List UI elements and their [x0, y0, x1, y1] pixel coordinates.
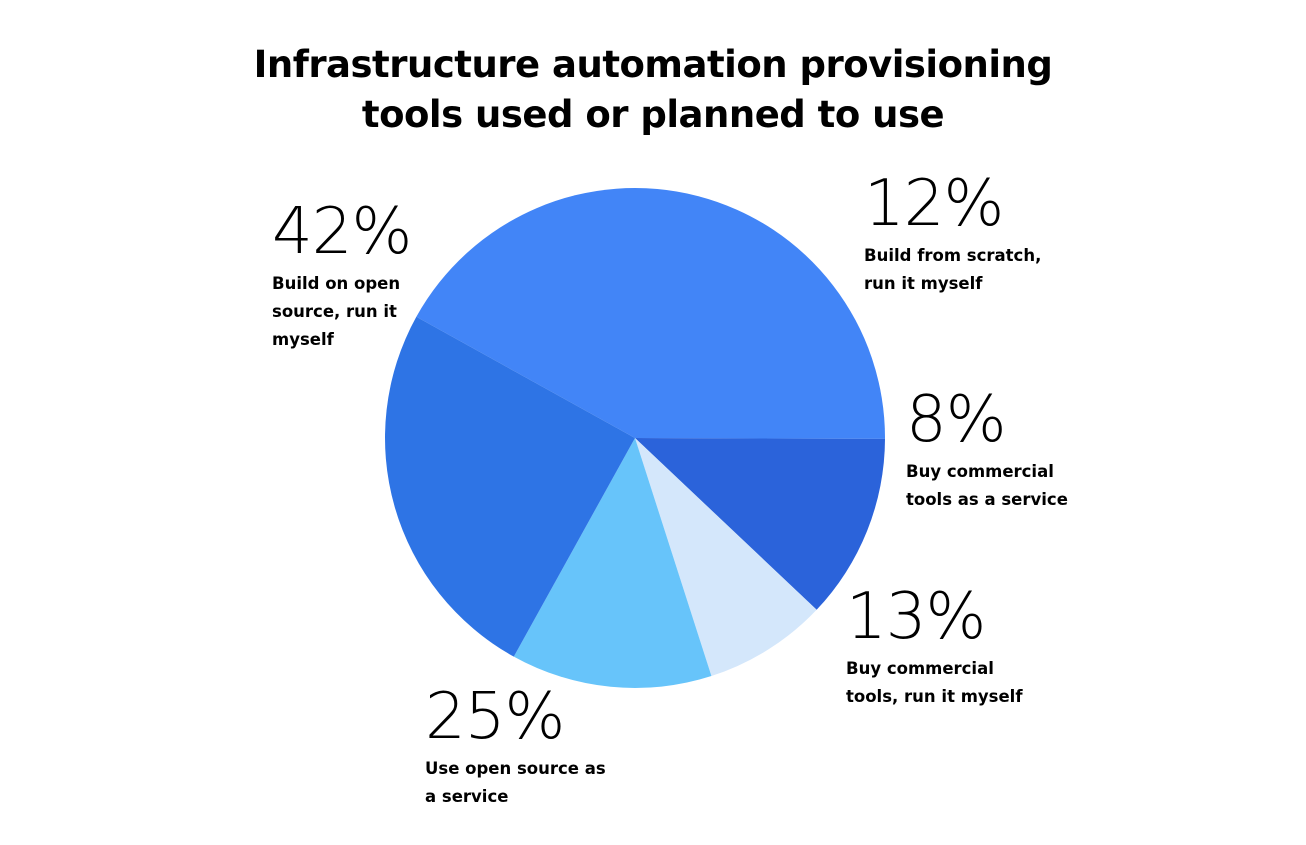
callout-build-open-source: 42% Build on open source, run it myself — [272, 195, 412, 354]
slice-open-source-service — [385, 316, 635, 657]
slice-percent-label: 13% — [846, 580, 986, 654]
chart-title-line-2: tools used or planned to use — [361, 93, 945, 136]
slice-description-line: Buy commercial — [906, 462, 1054, 481]
chart-title: Infrastructure automation provisioning t… — [153, 40, 1153, 140]
slice-description: Build on open source, run it myself — [272, 270, 411, 354]
slice-description-line: tools as a service — [906, 490, 1068, 509]
slice-description-line: Build on open — [272, 274, 401, 293]
slice-buy-commercial-run — [513, 438, 712, 688]
callout-build-from-scratch: 12% Build from scratch, run it myself — [864, 172, 1041, 298]
slice-description-line: source, run it — [272, 302, 397, 321]
pie-slices — [385, 188, 886, 688]
callout-open-source-service: 25% Use open source as a service — [425, 685, 606, 811]
slice-description: Buy commercial tools as a service — [906, 458, 1068, 514]
slice-description-line: a service — [425, 787, 509, 806]
slice-description-line: tools, run it myself — [846, 687, 1023, 706]
chart-title-line-1: Infrastructure automation provisioning — [253, 43, 1053, 86]
slice-description: Use open source as a service — [425, 755, 606, 811]
slice-build-open-source — [416, 188, 886, 439]
slice-buy-commercial-service — [635, 438, 817, 677]
slice-description-line: run it myself — [864, 274, 983, 293]
slice-description-line: myself — [272, 330, 334, 349]
callout-buy-commercial-run: 13% Buy commercial tools, run it myself — [846, 585, 1023, 711]
slice-build-from-scratch — [635, 438, 885, 610]
slice-description-line: Build from scratch, — [864, 246, 1042, 265]
slice-percent-label: 12% — [864, 167, 1004, 241]
slice-percent-label: 25% — [425, 680, 565, 754]
slice-description-line: Use open source as — [425, 759, 606, 778]
slice-description: Build from scratch, run it myself — [864, 242, 1041, 298]
slice-description: Buy commercial tools, run it myself — [846, 655, 1023, 711]
callout-buy-commercial-service: 8% Buy commercial tools as a service — [906, 388, 1068, 514]
slice-percent-label: 8% — [906, 383, 1007, 457]
slice-description-line: Buy commercial — [846, 659, 994, 678]
slice-percent-label: 42% — [272, 195, 412, 269]
